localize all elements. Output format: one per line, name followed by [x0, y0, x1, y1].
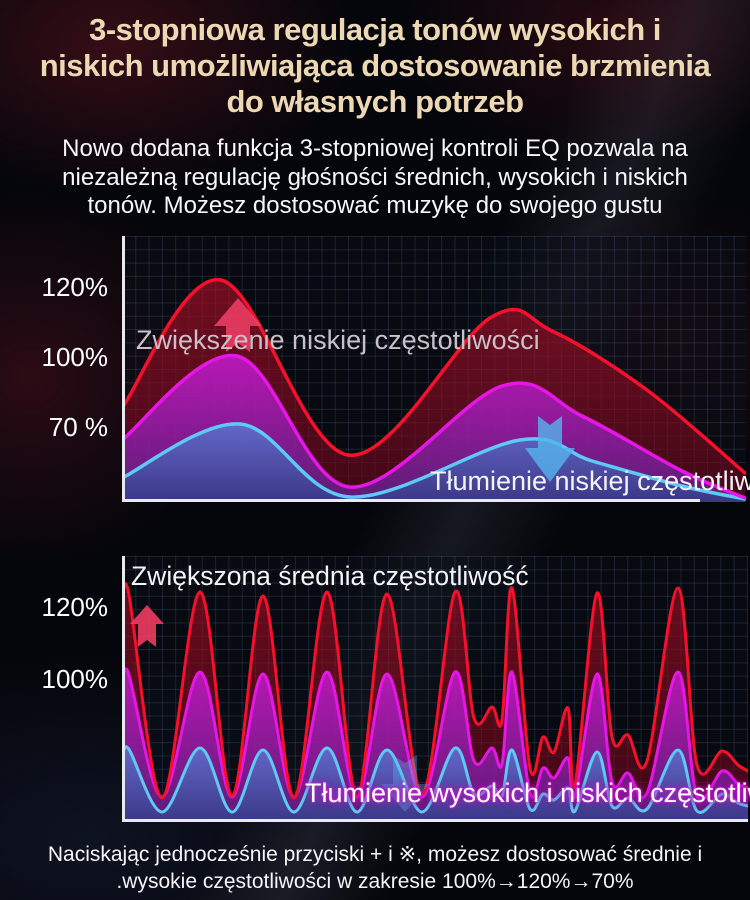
subtitle-line-2: niezależną regulację głośności średnich,… [62, 163, 688, 191]
low-frequency-chart [122, 236, 746, 502]
boost-low-label: Zwiększenie niskiej częstotliwości [136, 325, 540, 355]
footer-note-line-2: .wysokie częstotliwości w zakresie 100%→… [116, 870, 634, 893]
chart2-ytick-100: 100% [41, 664, 109, 694]
subtitle-line-1: Nowo dodana funkcja 3-stopniowej kontrol… [62, 135, 688, 162]
mid-chart-title: Zwiększona średnia częstotliwość [131, 561, 529, 591]
boost-up-arrow-icon [130, 605, 164, 647]
chart1-ytick-100: 100% [41, 342, 109, 372]
boosted-mid-red-line [122, 582, 748, 800]
normal-mid-magenta-line [122, 667, 748, 802]
mid-frequency-chart [122, 556, 748, 822]
page-title: 3-stopniowa regulacja tonów wysokich i n… [0, 12, 750, 120]
cut-low-label: Tłumienie niskiej częstotliwości [430, 466, 750, 496]
boosted-low-red-line [122, 278, 746, 475]
cut-mid-blue-line [122, 745, 748, 814]
mid-frequency-chart-canvas [122, 556, 748, 822]
chart1-ytick-70: 70 % [48, 412, 108, 442]
chart2-ytick-120: 120% [41, 592, 109, 622]
subtitle-line-3: tonów. Możesz dostosować muzykę do swoje… [87, 192, 663, 219]
footer-note-line-1: Naciskając jednocześnie przyciski + i ※,… [47, 843, 703, 866]
chart1-ytick-120: 120% [41, 272, 109, 302]
low-frequency-chart-canvas [122, 236, 746, 502]
boost-up-arrow-icon [214, 298, 262, 352]
cut-high-low-label: Tłumienie wysokich i niskich częstotliwo… [305, 778, 750, 808]
normal-low-magenta-line [122, 353, 746, 500]
title-line-2: niskich umożliwiająca dostosowanie brzmi… [39, 48, 711, 83]
title-line-1: 3-stopniowa regulacja tonów wysokich i [89, 12, 661, 47]
footer-note: Naciskając jednocześnie przyciski + i ※,… [0, 841, 750, 895]
cut-down-arrow-icon [525, 416, 575, 482]
cut-low-blue-fill [122, 423, 745, 502]
title-line-3: do własnych potrzeb [226, 84, 524, 119]
cut-down-arrow-icon [381, 755, 429, 812]
cut-low-blue-line [122, 422, 746, 501]
page-subtitle: Nowo dodana funkcja 3-stopniowej kontrol… [0, 135, 750, 221]
